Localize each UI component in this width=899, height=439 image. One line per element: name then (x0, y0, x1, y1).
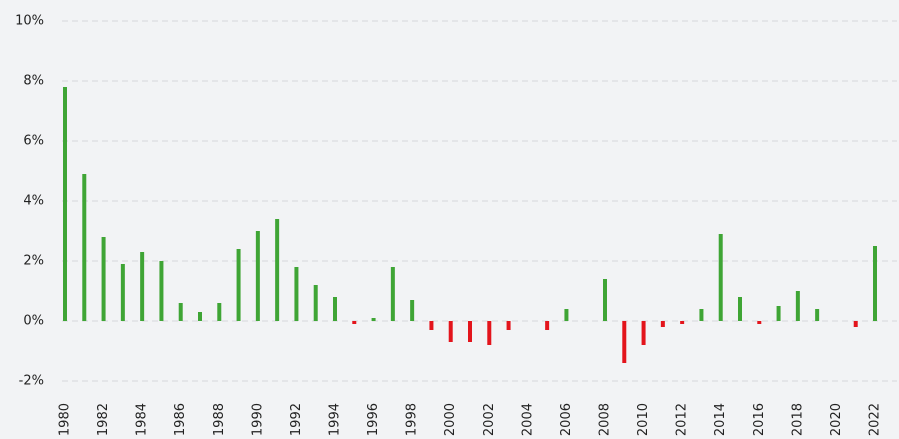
bar (873, 246, 877, 321)
bar (776, 306, 781, 321)
y-tick-label: -2% (19, 374, 44, 389)
bar (660, 321, 665, 327)
bar (815, 309, 820, 321)
x-tick-label: 2006 (559, 403, 574, 436)
x-tick-label: 2014 (713, 403, 728, 436)
x-tick-label: 2018 (790, 403, 805, 436)
bar (352, 321, 357, 324)
bar (217, 303, 222, 321)
bar (120, 264, 125, 321)
y-tick-label: 10% (15, 14, 44, 29)
y-tick-label: 4% (23, 194, 44, 209)
bar (63, 87, 67, 321)
bar (564, 309, 569, 321)
bar (371, 318, 376, 321)
bar (795, 291, 800, 321)
y-tick-label: 0% (23, 314, 44, 329)
bar (506, 321, 511, 330)
bar (545, 321, 550, 330)
x-tick-label: 1996 (366, 403, 381, 436)
bar (313, 285, 318, 321)
x-tick-label: 2016 (752, 403, 767, 436)
x-tick-label: 1992 (289, 403, 304, 436)
x-tick-label: 1998 (405, 403, 420, 436)
bar (487, 321, 492, 345)
bar (757, 321, 762, 324)
bar (101, 237, 106, 321)
x-tick-label: 2010 (636, 403, 651, 436)
bar (159, 261, 164, 321)
bar (255, 231, 260, 321)
bar (448, 321, 453, 342)
x-tick-label: 2020 (829, 403, 844, 436)
y-tick-label: 8% (23, 74, 44, 89)
bar (294, 267, 299, 321)
bar (603, 279, 607, 321)
x-tick-label: 1994 (328, 403, 343, 436)
bar (333, 297, 337, 321)
bar (198, 312, 202, 321)
x-tick-label: 2012 (675, 403, 690, 436)
bar (641, 321, 646, 345)
bar (699, 309, 704, 321)
x-tick-label: 1980 (58, 403, 73, 436)
bar (140, 252, 145, 321)
x-tick-label: 1986 (173, 403, 188, 436)
bar (622, 321, 627, 363)
x-tick-label: 2004 (520, 403, 535, 436)
x-tick-label: 2000 (443, 403, 458, 436)
x-tick-label: 1990 (250, 403, 265, 436)
x-tick-label: 2022 (868, 403, 883, 436)
y-tick-label: 6% (23, 134, 44, 149)
x-tick-label: 2002 (482, 403, 497, 436)
bar (429, 321, 434, 330)
bar (468, 321, 472, 342)
bar (390, 267, 395, 321)
y-tick-label: 2% (23, 254, 44, 269)
bar (718, 234, 723, 321)
bar (178, 303, 183, 321)
x-tick-label: 1982 (96, 403, 111, 436)
x-tick-label: 1988 (212, 403, 227, 436)
x-tick-label: 2008 (598, 403, 613, 436)
bar (680, 321, 685, 324)
x-tick-label: 1984 (135, 403, 150, 436)
bar (410, 300, 415, 321)
bar (853, 321, 858, 327)
bar (82, 174, 87, 321)
bar (275, 219, 280, 321)
bar (236, 249, 241, 321)
bar (738, 297, 742, 321)
